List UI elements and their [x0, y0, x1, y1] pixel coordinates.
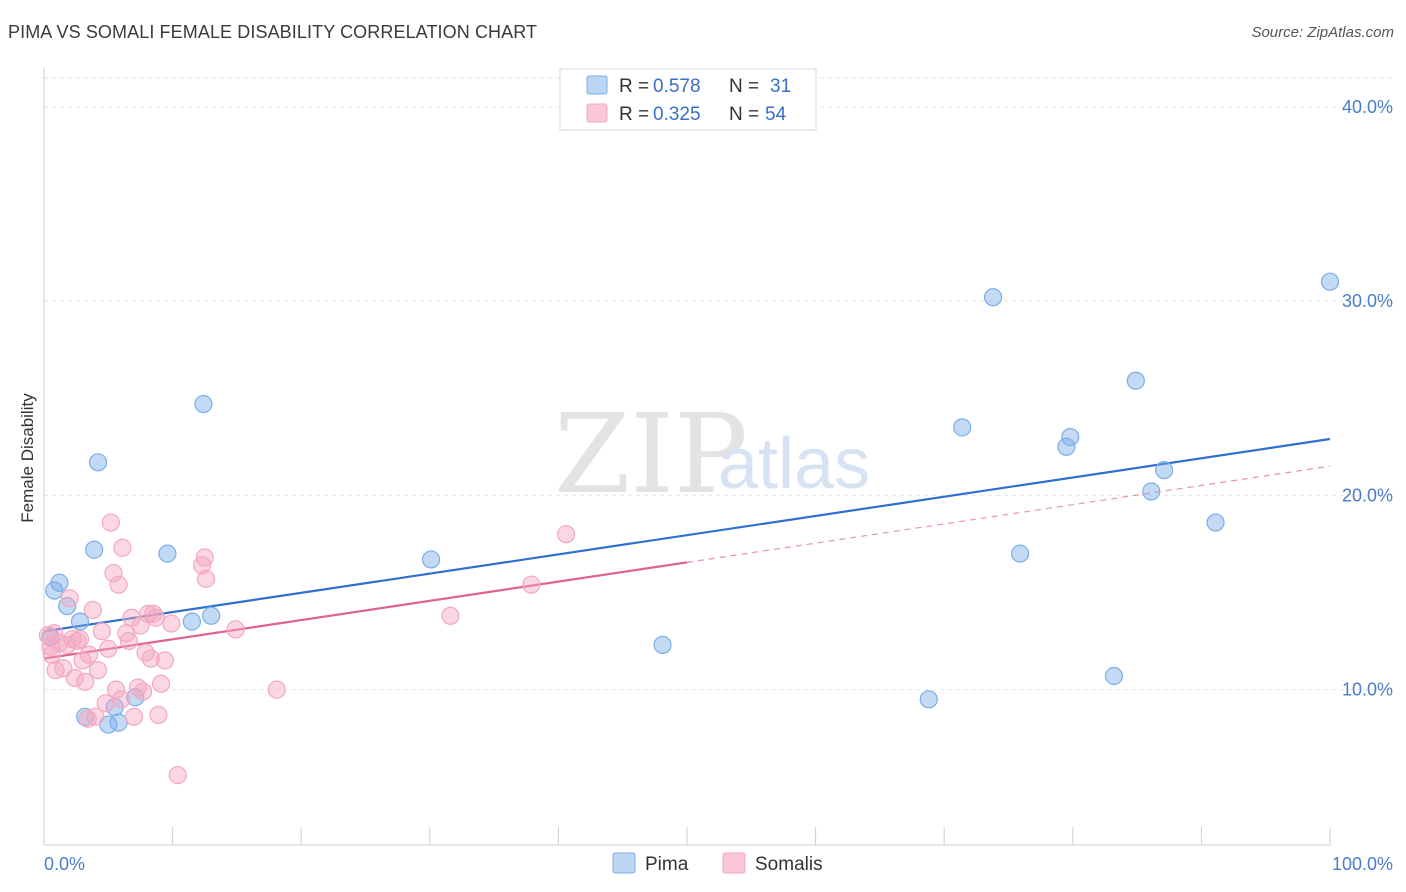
x-ticks	[43, 827, 1331, 845]
data-point-somalis	[60, 589, 79, 608]
data-point-somalis	[65, 668, 84, 688]
stats-legend: R = 0.578 N = 31 R = 0.325 N = 54	[559, 68, 817, 131]
data-point-somalis	[522, 575, 541, 594]
data-point-somalis	[88, 661, 108, 680]
data-point-pima	[158, 544, 177, 563]
series-legend-swatch-pima	[612, 852, 636, 874]
data-point-somalis	[133, 682, 153, 701]
legend-n-label-pima: N =	[729, 76, 759, 97]
series-legend: Pima Somalis	[612, 852, 823, 875]
data-point-pima	[983, 288, 1003, 307]
data-point-somalis	[92, 622, 111, 641]
y-tick-label: 20.0%	[1342, 485, 1393, 505]
data-point-somalis	[195, 548, 214, 567]
data-point-pima	[109, 713, 128, 732]
trend-line-extension-somalis	[686, 465, 1331, 563]
data-point-somalis	[151, 674, 171, 693]
chart-title: PIMA VS SOMALI FEMALE DISABILITY CORRELA…	[8, 22, 538, 42]
data-point-pima	[182, 612, 201, 631]
data-point-somalis	[78, 709, 97, 728]
watermark-zip: ZIP	[554, 390, 748, 518]
data-point-somalis	[267, 680, 286, 699]
data-point-pima	[1206, 513, 1225, 532]
x-tick-label-max: 100.0%	[1332, 854, 1393, 874]
data-point-somalis	[79, 645, 99, 664]
data-point-somalis	[54, 659, 73, 678]
data-point-pima	[421, 550, 441, 569]
data-point-somalis	[70, 629, 90, 649]
data-point-pima	[1061, 427, 1080, 447]
data-point-pima	[1142, 482, 1161, 501]
data-point-pima	[76, 707, 95, 726]
data-point-somalis	[112, 690, 131, 709]
x-tick-label-min: 0.0%	[44, 854, 85, 874]
data-point-pima	[50, 573, 69, 592]
data-point-pima	[1057, 437, 1076, 456]
data-point-somalis	[109, 575, 128, 594]
data-point-pima	[953, 418, 972, 437]
trend-lines	[43, 437, 1331, 660]
series-legend-label-pima: Pima	[645, 854, 689, 875]
data-point-pima	[1155, 460, 1174, 480]
series-legend-label-somalis: Somalis	[755, 854, 823, 875]
legend-n-value-somalis: 54	[765, 104, 787, 125]
data-point-somalis	[149, 705, 168, 724]
data-point-somalis	[101, 513, 120, 532]
data-point-pima	[1010, 544, 1030, 563]
legend-swatch-pima	[586, 75, 608, 95]
y-tick-label: 30.0%	[1342, 291, 1393, 311]
data-point-somalis	[162, 614, 181, 633]
data-point-somalis	[83, 600, 102, 620]
data-point-somalis	[99, 639, 118, 658]
data-point-somalis	[136, 643, 155, 662]
trend-line-pima	[43, 437, 1331, 633]
data-points	[38, 272, 1340, 785]
y-axis-label: Female Disability	[18, 393, 37, 523]
data-point-pima	[88, 453, 108, 472]
data-point-somalis	[168, 765, 187, 785]
data-point-pima	[202, 606, 221, 625]
data-point-somalis	[124, 707, 144, 726]
legend-n-label-somalis: N =	[729, 104, 759, 125]
legend-r-value-pima: 0.578	[653, 76, 701, 97]
data-point-somalis	[141, 649, 160, 668]
y-tick-labels: 10.0% 20.0% 30.0% 40.0%	[1342, 97, 1393, 700]
source-label: Source: ZipAtlas.com	[1251, 24, 1394, 41]
data-point-pima	[653, 635, 672, 655]
data-point-somalis	[104, 563, 123, 583]
data-point-somalis	[441, 606, 460, 625]
trend-line-somalis	[43, 561, 688, 660]
data-point-somalis	[557, 525, 576, 544]
data-point-pima	[85, 540, 104, 559]
data-point-pima	[919, 690, 938, 709]
series-legend-swatch-somalis	[722, 852, 746, 874]
data-point-somalis	[113, 538, 132, 557]
data-point-somalis	[45, 624, 64, 643]
legend-n-value-pima: 31	[770, 76, 791, 97]
watermark-atlas: atlas	[718, 424, 870, 504]
data-point-pima	[1104, 666, 1124, 686]
y-tick-label: 10.0%	[1342, 680, 1393, 700]
data-point-somalis	[68, 631, 87, 651]
data-point-somalis	[76, 672, 95, 691]
data-point-somalis	[106, 680, 126, 699]
data-point-somalis	[155, 651, 174, 670]
data-point-pima	[1320, 272, 1340, 291]
data-point-somalis	[119, 631, 138, 651]
legend-r-value-somalis: 0.325	[653, 104, 701, 125]
data-point-somalis	[196, 569, 216, 588]
data-point-pima	[194, 394, 213, 414]
legend-swatch-somalis	[586, 103, 608, 123]
legend-r-label-pima: R =	[619, 76, 649, 97]
y-tick-label: 40.0%	[1342, 97, 1393, 117]
data-point-somalis	[146, 608, 165, 627]
gridlines	[44, 77, 1392, 691]
data-point-somalis	[226, 620, 245, 639]
data-point-pima	[1126, 371, 1145, 390]
legend-r-label-somalis: R =	[619, 104, 649, 125]
